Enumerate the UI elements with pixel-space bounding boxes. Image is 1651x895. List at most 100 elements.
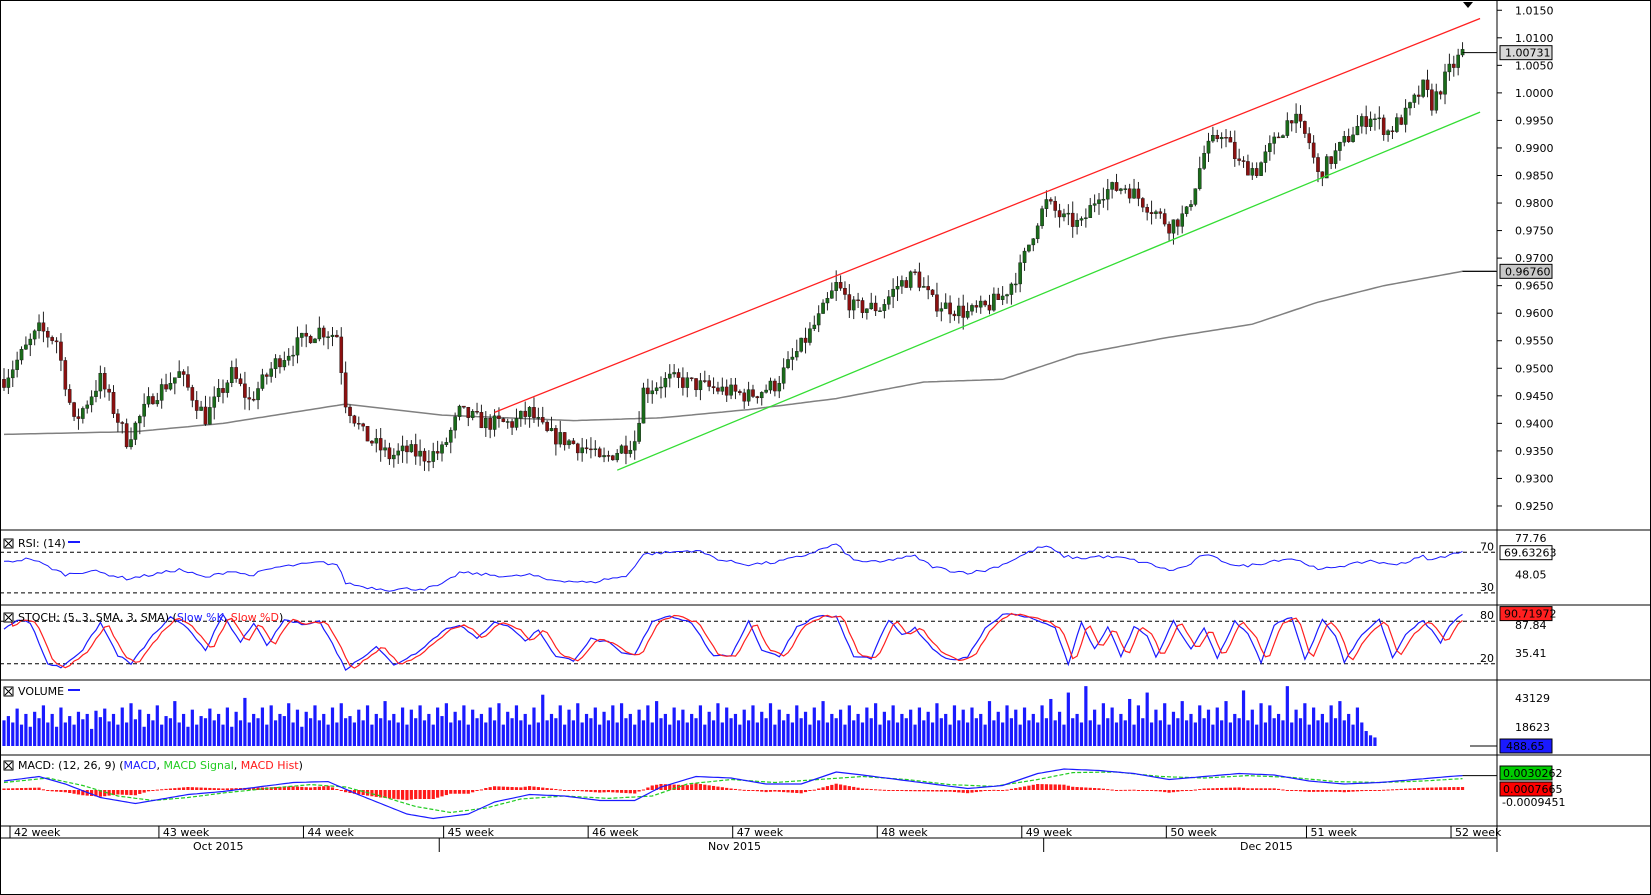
volume-bar xyxy=(383,701,387,746)
volume-bar xyxy=(1180,701,1184,746)
candle-body xyxy=(724,386,729,396)
candle-body xyxy=(111,392,116,414)
volume-bar xyxy=(703,724,707,746)
macd-hist-bar xyxy=(773,790,777,792)
candle-body xyxy=(321,327,326,338)
candle-body xyxy=(913,271,917,273)
volume-bar xyxy=(1193,722,1197,746)
macd-hist-bar xyxy=(768,790,773,792)
candle xyxy=(961,294,966,330)
stoch-level-label: 80 xyxy=(1480,609,1494,622)
candle xyxy=(1447,53,1452,81)
candle-body xyxy=(137,416,142,424)
candle xyxy=(812,315,817,332)
candle-body xyxy=(1101,198,1106,201)
volume-bar xyxy=(528,724,532,746)
macd-hist-bar xyxy=(598,790,602,793)
macd-hist-bar xyxy=(19,788,24,790)
volume-bar xyxy=(856,713,860,746)
candle xyxy=(330,326,335,347)
candle xyxy=(186,366,190,391)
volume-bar xyxy=(2,720,6,746)
volume-bar xyxy=(76,711,81,746)
macd-hist-bar xyxy=(11,788,15,790)
macd-hist-bar xyxy=(33,787,37,790)
candle xyxy=(1338,141,1342,161)
candle-body xyxy=(418,450,422,457)
macd-hist-bar xyxy=(1206,788,1211,790)
candle xyxy=(1303,120,1307,138)
macd-hist-bar xyxy=(151,790,155,791)
candle-body xyxy=(1381,117,1386,135)
candle xyxy=(519,410,523,427)
candle-body xyxy=(597,448,602,458)
volume-bar xyxy=(1018,724,1022,746)
candle-body xyxy=(755,396,760,399)
candle xyxy=(1079,216,1084,226)
candle xyxy=(1399,114,1404,126)
volume-bar xyxy=(812,707,816,746)
volume-bar xyxy=(212,720,216,746)
candle-body xyxy=(317,327,322,340)
macd-hist-bar xyxy=(400,790,405,800)
candle-body xyxy=(549,428,554,431)
candle xyxy=(514,408,519,431)
price-tick-label: 0.9900 xyxy=(1515,142,1554,155)
volume-bar xyxy=(541,694,545,746)
candle xyxy=(1123,184,1128,194)
candle xyxy=(466,406,471,427)
candle xyxy=(10,360,15,388)
macd-hist-bar xyxy=(996,790,1000,791)
candle-body xyxy=(922,286,926,288)
candle-body xyxy=(974,305,979,308)
candle xyxy=(208,396,212,425)
candle xyxy=(243,371,247,410)
macd-hist-bar xyxy=(273,787,278,790)
volume-bar xyxy=(707,711,711,746)
candle-body xyxy=(1193,188,1198,205)
candle xyxy=(1211,126,1215,143)
candle-body xyxy=(1097,199,1101,204)
candle xyxy=(63,357,68,397)
macd-hist-bar xyxy=(549,788,554,790)
candle xyxy=(821,299,825,314)
volume-bar xyxy=(1022,707,1027,746)
volume-bar xyxy=(1167,724,1171,746)
volume-bar xyxy=(1233,713,1237,746)
volume-bar xyxy=(738,724,742,746)
volume-bar xyxy=(1027,720,1031,746)
macd-hist-bar xyxy=(203,787,208,790)
candle-body xyxy=(926,286,930,291)
volume-bar xyxy=(1373,737,1377,746)
candle xyxy=(1377,106,1382,130)
volume-bar xyxy=(773,724,777,746)
macd-hist-bar xyxy=(1425,787,1430,790)
macd-hist-bar xyxy=(116,790,120,795)
macd-hist-bar xyxy=(1149,790,1154,791)
candle xyxy=(1158,208,1163,219)
candle-body xyxy=(221,388,225,393)
candle-body xyxy=(1408,102,1412,109)
volume-bar xyxy=(309,718,313,746)
candle xyxy=(825,292,830,311)
macd-hist-bar xyxy=(282,786,286,790)
macd-hist-bar xyxy=(961,790,965,793)
macd-hist-bar xyxy=(81,790,85,796)
candle-body xyxy=(448,429,453,443)
candle-body xyxy=(1127,188,1132,199)
candle xyxy=(1359,113,1364,134)
candle xyxy=(641,382,646,424)
candle xyxy=(370,439,374,446)
candle-body xyxy=(961,305,966,318)
macd-hist-bar xyxy=(431,790,435,799)
candle xyxy=(343,361,348,414)
volume-bar xyxy=(536,722,540,746)
volume-bar xyxy=(619,703,624,746)
candle xyxy=(221,379,225,404)
volume-bar xyxy=(252,713,256,746)
candle-body xyxy=(335,334,339,338)
macd-hist-bar xyxy=(992,789,996,791)
volume-bar xyxy=(125,722,129,746)
candle-body xyxy=(1342,136,1347,143)
rsi-line xyxy=(3,543,1463,592)
